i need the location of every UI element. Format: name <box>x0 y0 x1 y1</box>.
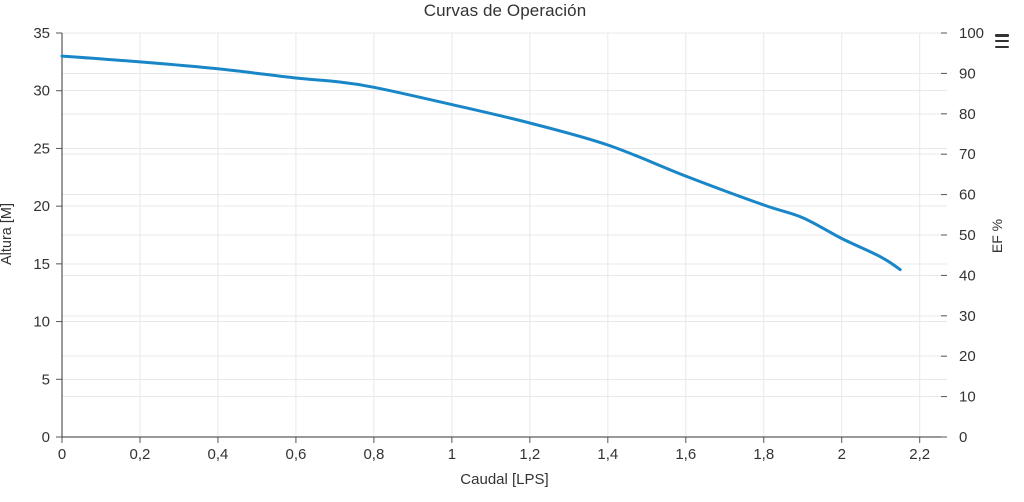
x-tick-label: 2 <box>838 446 846 463</box>
x-tick-label: 1,8 <box>753 446 774 463</box>
menu-bar <box>995 39 1009 43</box>
y-left-tick-label: 10 <box>33 314 50 331</box>
x-tick-label: 0,6 <box>285 446 306 463</box>
y-left-tick-label: 15 <box>33 256 50 273</box>
gridlines <box>62 32 947 437</box>
x-tick-label: 1,4 <box>597 446 618 463</box>
chart-title: Curvas de Operación <box>423 1 587 20</box>
y-right-tick-label: 70 <box>959 146 976 163</box>
x-tick-label: 0 <box>58 446 66 463</box>
axis-ticks <box>56 32 947 443</box>
x-axis-title: Caudal [LPS] <box>460 471 549 488</box>
y-axis-title-right: EF % <box>989 218 1005 254</box>
y-right-tick-label: 100 <box>959 25 984 42</box>
x-tick-label: 0,2 <box>130 446 151 463</box>
y-axis-title-left: Altura [M] <box>0 202 15 266</box>
y-right-tick-label: 30 <box>959 308 976 325</box>
x-tick-label: 2,2 <box>909 446 930 463</box>
y-left-tick-label: 0 <box>42 429 50 446</box>
y-right-tick-label: 90 <box>959 65 976 82</box>
x-tick-label: 1,6 <box>675 446 696 463</box>
y-right-tick-label: 0 <box>959 429 967 446</box>
x-tick-label: 1,2 <box>519 446 540 463</box>
series-curve-altura <box>60 54 902 272</box>
y-right-tick-label: 80 <box>959 106 976 123</box>
y-right-tick-label: 50 <box>959 227 976 244</box>
y-left-tick-label: 20 <box>33 198 50 215</box>
y-right-tick-label: 10 <box>959 389 976 406</box>
y-left-tick-label: 30 <box>33 83 50 100</box>
x-tick-label: 1 <box>448 446 456 463</box>
y-right-tick-label: 60 <box>959 187 976 204</box>
hamburger-menu-icon[interactable] <box>995 33 1011 49</box>
menu-bar <box>995 45 1009 48</box>
y-right-tick-label: 20 <box>959 348 976 365</box>
x-tick-label: 0,8 <box>363 446 384 463</box>
y-left-tick-label: 5 <box>42 371 50 388</box>
menu-bar <box>995 34 1009 37</box>
y-left-tick-label: 25 <box>33 140 50 157</box>
axis-lines <box>61 33 947 438</box>
y-right-tick-label: 40 <box>959 267 976 284</box>
axis-tick-labels: 0 5 10 15 20 25 30 35 0 10 20 30 40 50 60 70 80 90 100 0 0,2… <box>33 25 984 463</box>
y-left-tick-label: 35 <box>33 25 50 42</box>
x-tick-label: 0,4 <box>208 446 229 463</box>
